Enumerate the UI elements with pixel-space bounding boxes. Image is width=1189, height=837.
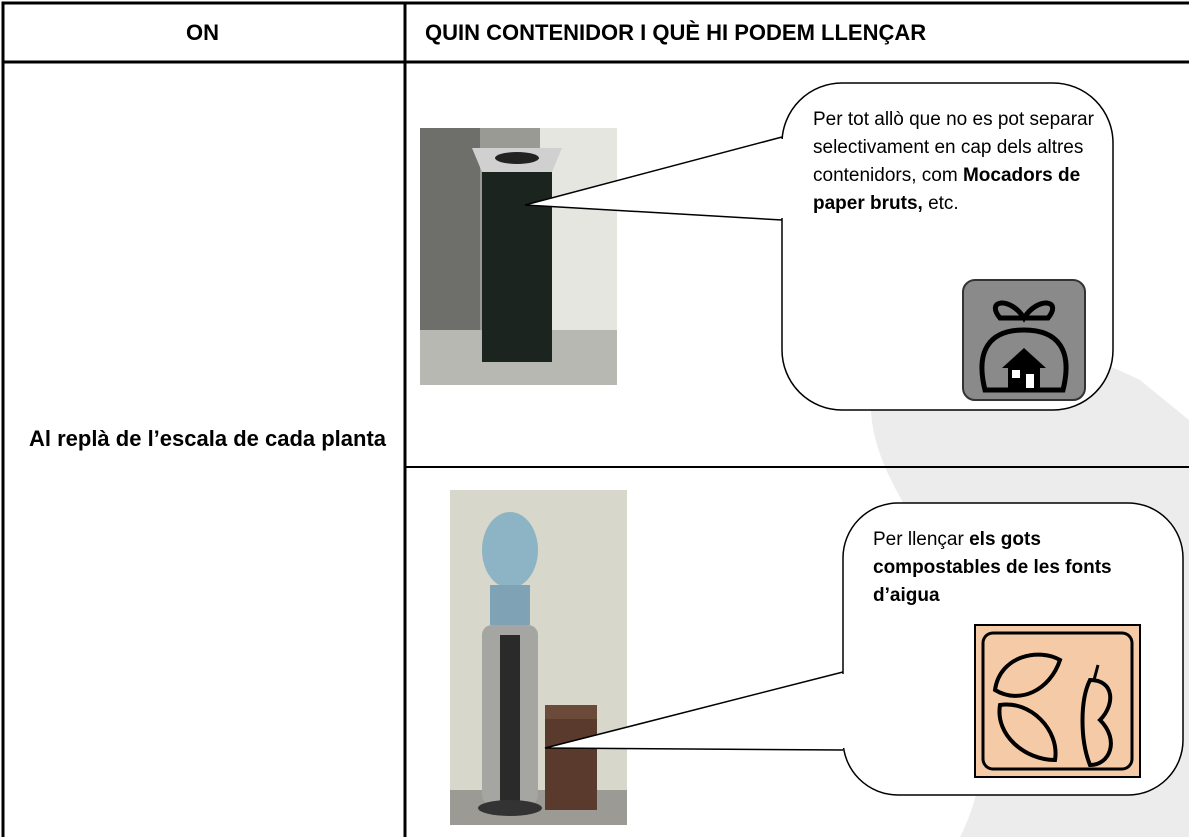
header-cell: ON [186, 20, 219, 45]
icon-waste-bag [962, 279, 1086, 401]
text: Per llençar [873, 529, 970, 550]
callout-pointer [524, 136, 783, 221]
location-cell: Al replà de l’escala de cada planta [28, 426, 387, 451]
text-bold: els gots compostables de les fonts d’aig… [873, 529, 1112, 606]
callout-pointer [544, 671, 844, 751]
photo-bin [420, 128, 617, 385]
icon-organic [974, 624, 1141, 778]
photo-water-fountain [450, 490, 627, 825]
header-cell: QUIN CONTENIDOR I QUÈ HI PODEM LLENÇAR [425, 20, 927, 45]
text: Per tot allò que no es pot separar selec… [813, 109, 1094, 186]
text-bold: Mocadors de paper bruts, [813, 165, 1081, 214]
callout-text: Per llençar els gots compostables de les… [873, 526, 1153, 610]
text: etc. [922, 193, 959, 214]
callout-text: Per tot allò que no es pot separar selec… [813, 106, 1098, 218]
